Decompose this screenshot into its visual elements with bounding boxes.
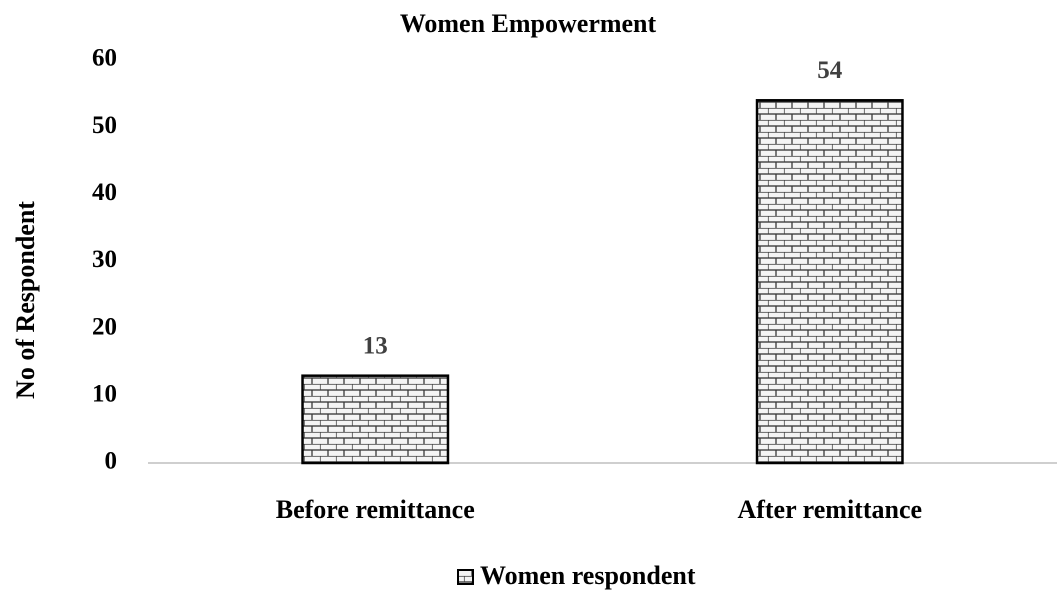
data-label: 13 (363, 332, 388, 359)
y-tick-label: 0 (105, 448, 118, 475)
bar (755, 99, 904, 465)
y-tick-label: 50 (92, 112, 117, 139)
y-tick-label: 30 (92, 246, 117, 273)
x-tick-label: After remittance (737, 495, 922, 524)
y-tick-label: 20 (92, 313, 117, 340)
data-label: 54 (817, 57, 843, 84)
bar (301, 374, 450, 465)
chart-title: Women Empowerment (400, 9, 657, 38)
y-axis-label: No of Respondent (11, 201, 40, 399)
x-tick-label: Before remittance (276, 495, 475, 524)
legend-swatch (457, 569, 474, 585)
y-tick-label: 40 (92, 179, 117, 206)
legend-label: Women respondent (480, 561, 696, 590)
y-tick-label: 60 (92, 45, 117, 72)
y-tick-label: 10 (92, 381, 117, 408)
